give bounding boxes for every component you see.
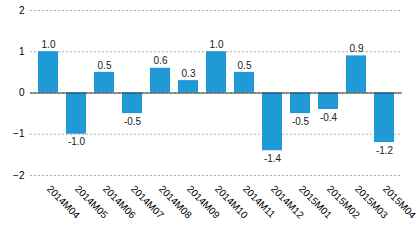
svg-text:1: 1 xyxy=(19,46,25,57)
svg-text:-0.5: -0.5 xyxy=(292,116,310,127)
svg-text:−1: −1 xyxy=(13,128,25,139)
svg-text:1.0: 1.0 xyxy=(42,39,56,50)
svg-text:1.0: 1.0 xyxy=(210,39,224,50)
svg-text:2014M09: 2014M09 xyxy=(184,183,223,221)
svg-text:-1.0: -1.0 xyxy=(68,136,86,147)
svg-text:0.5: 0.5 xyxy=(238,60,252,71)
svg-text:2015M02: 2015M02 xyxy=(324,183,363,221)
svg-text:-0.4: -0.4 xyxy=(320,112,338,123)
svg-text:2014M07: 2014M07 xyxy=(128,183,167,221)
svg-text:2015M03: 2015M03 xyxy=(352,183,391,221)
svg-text:-1.4: -1.4 xyxy=(264,153,282,164)
svg-text:0.9: 0.9 xyxy=(350,43,364,54)
svg-text:-1.2: -1.2 xyxy=(376,145,394,156)
svg-text:2014M12: 2014M12 xyxy=(268,183,307,221)
svg-text:−2: −2 xyxy=(13,170,25,181)
svg-text:-0.5: -0.5 xyxy=(124,116,142,127)
svg-text:2014M11: 2014M11 xyxy=(240,183,278,220)
svg-text:2014M10: 2014M10 xyxy=(212,183,251,221)
svg-text:0.3: 0.3 xyxy=(182,68,196,79)
svg-text:0.6: 0.6 xyxy=(154,55,168,66)
svg-text:2015M01: 2015M01 xyxy=(296,183,335,221)
svg-text:2014M06: 2014M06 xyxy=(100,183,139,221)
svg-text:0: 0 xyxy=(19,87,25,98)
svg-text:2014M04: 2014M04 xyxy=(44,183,83,221)
svg-text:2014M08: 2014M08 xyxy=(156,183,195,221)
svg-text:2014M05: 2014M05 xyxy=(72,183,111,221)
svg-text:0.5: 0.5 xyxy=(98,60,112,71)
svg-text:2: 2 xyxy=(19,5,25,16)
svg-text:2015M04: 2015M04 xyxy=(381,183,416,221)
